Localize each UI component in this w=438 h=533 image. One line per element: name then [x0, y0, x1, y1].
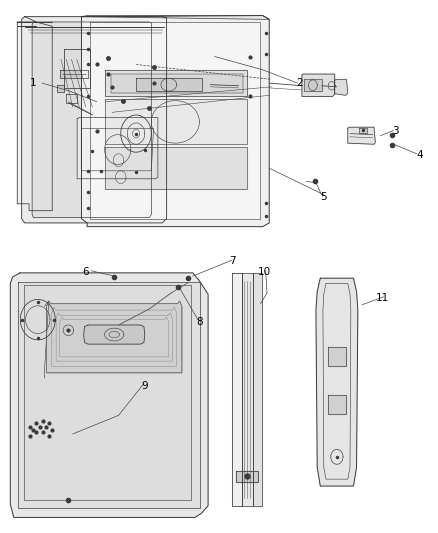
- Polygon shape: [84, 325, 145, 344]
- Polygon shape: [18, 282, 200, 508]
- Polygon shape: [304, 79, 321, 91]
- Polygon shape: [81, 128, 153, 171]
- Polygon shape: [136, 78, 201, 91]
- Polygon shape: [302, 74, 335, 96]
- Polygon shape: [237, 471, 258, 482]
- Polygon shape: [11, 273, 208, 518]
- Polygon shape: [60, 70, 88, 78]
- Polygon shape: [106, 99, 247, 144]
- Polygon shape: [106, 70, 247, 96]
- Polygon shape: [64, 49, 90, 88]
- Polygon shape: [232, 273, 242, 506]
- Polygon shape: [316, 278, 358, 486]
- Polygon shape: [32, 22, 151, 217]
- Text: 2: 2: [297, 78, 303, 88]
- Polygon shape: [57, 85, 64, 92]
- Polygon shape: [21, 17, 166, 223]
- Text: 8: 8: [196, 317, 203, 327]
- Polygon shape: [46, 301, 182, 373]
- Polygon shape: [328, 395, 346, 414]
- Polygon shape: [17, 22, 52, 211]
- Polygon shape: [348, 127, 375, 144]
- Polygon shape: [77, 118, 158, 179]
- Text: 9: 9: [141, 381, 148, 391]
- Polygon shape: [242, 273, 253, 506]
- Polygon shape: [253, 273, 262, 506]
- Text: 3: 3: [392, 126, 399, 136]
- Polygon shape: [335, 79, 348, 95]
- Text: 7: 7: [229, 256, 235, 266]
- Polygon shape: [81, 15, 269, 227]
- Polygon shape: [66, 94, 77, 103]
- Text: 4: 4: [417, 150, 423, 160]
- Polygon shape: [106, 147, 247, 189]
- Text: 6: 6: [82, 267, 89, 277]
- Text: 10: 10: [258, 267, 272, 277]
- Text: 5: 5: [321, 192, 327, 203]
- Polygon shape: [81, 15, 269, 19]
- Polygon shape: [111, 74, 243, 93]
- Text: 1: 1: [30, 78, 37, 88]
- Polygon shape: [359, 128, 367, 133]
- Polygon shape: [24, 285, 191, 500]
- Polygon shape: [90, 22, 261, 219]
- Text: 11: 11: [376, 293, 389, 303]
- Polygon shape: [328, 348, 346, 366]
